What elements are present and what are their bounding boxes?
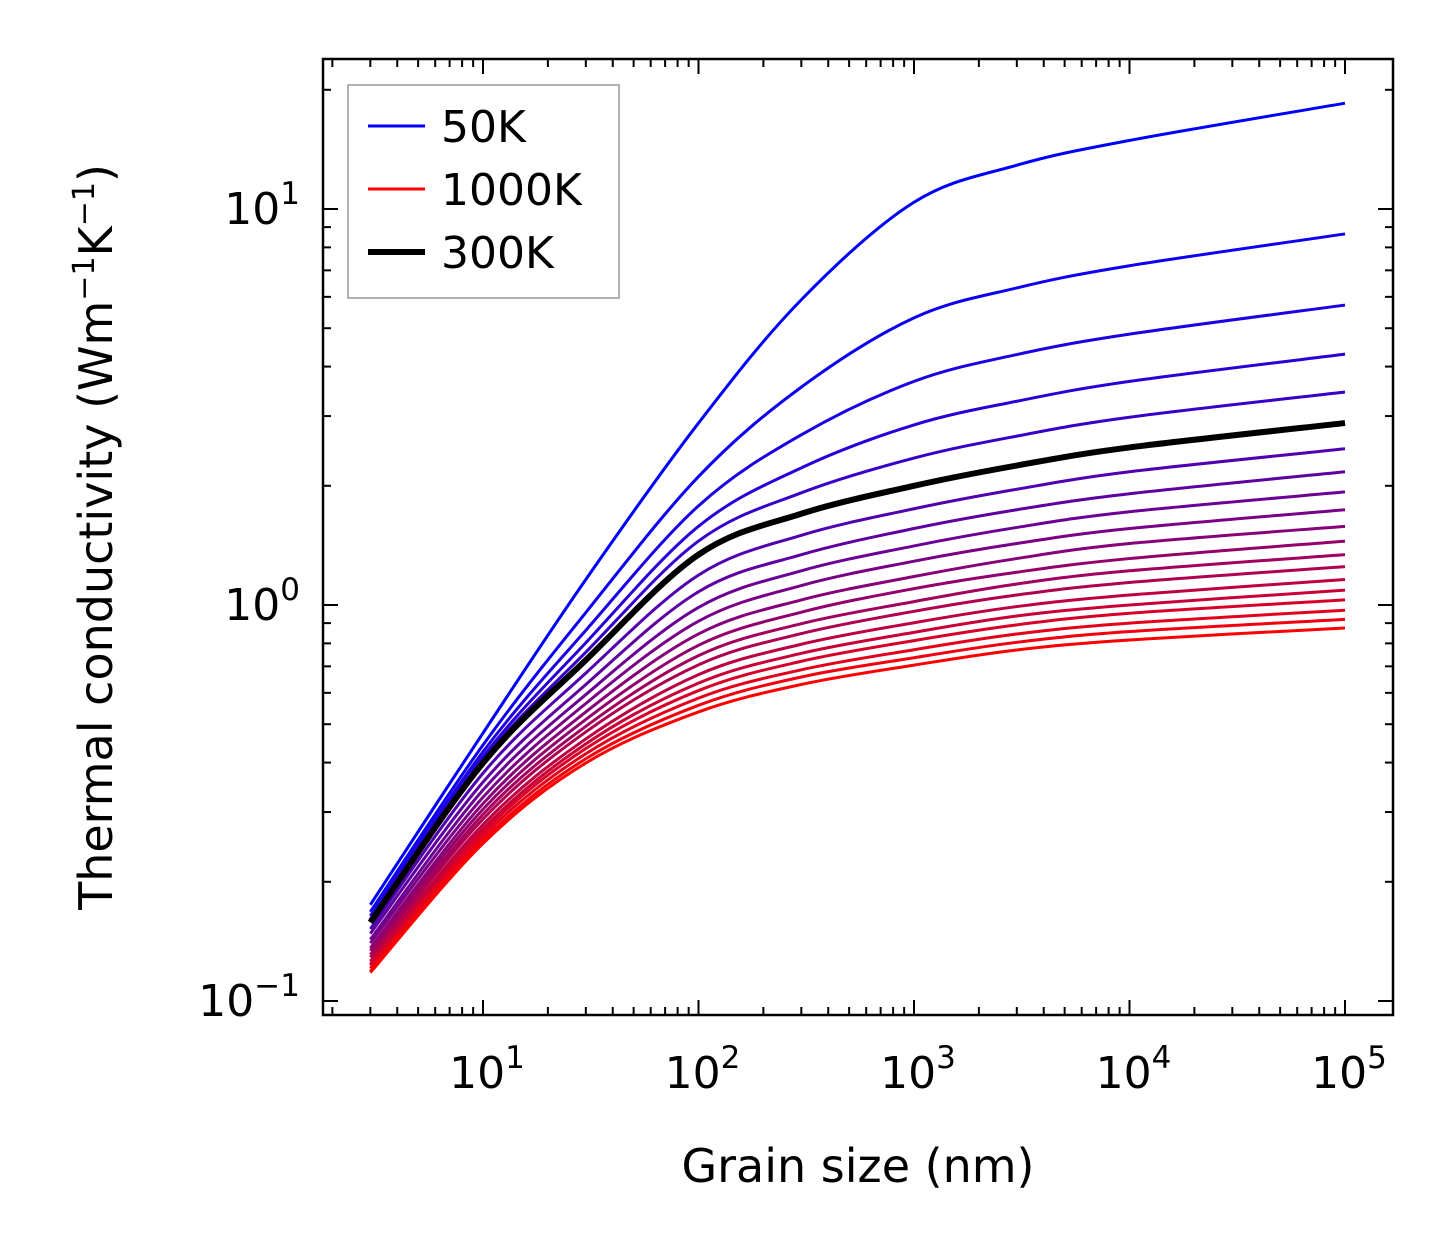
series-line-350K — [369, 447, 1346, 930]
series-line-100K — [369, 232, 1346, 913]
highlight-line-300K — [367, 420, 1346, 925]
legend-label: 1000K — [441, 165, 583, 216]
series-line-900K — [369, 608, 1346, 970]
x-axis-title: Grain size (nm) — [682, 1139, 1035, 1193]
series-line-700K — [369, 565, 1346, 959]
series-line-1000K — [369, 626, 1346, 974]
series-line-550K — [369, 524, 1346, 950]
series-line-400K — [369, 470, 1346, 935]
series-line-950K — [369, 617, 1346, 973]
series-line-250K — [369, 390, 1346, 922]
series-line-800K — [369, 588, 1346, 965]
x-tick-label: 102 — [665, 1040, 741, 1099]
series-layer — [367, 101, 1346, 974]
tick-layer — [323, 59, 1393, 1015]
series-line-750K — [369, 577, 1346, 963]
series-line-600K — [369, 539, 1346, 952]
legend-box — [347, 84, 620, 299]
legend-label: 50K — [441, 102, 527, 153]
series-line-200K — [369, 352, 1346, 920]
series-line-450K — [369, 490, 1346, 941]
series-line-500K — [369, 508, 1346, 945]
series-line-50K — [369, 101, 1346, 906]
legend: 50K 1000K 300K — [347, 84, 620, 299]
x-tick-label: 101 — [449, 1040, 525, 1099]
x-tick-label: 103 — [880, 1040, 956, 1099]
x-tick-label: 105 — [1311, 1040, 1387, 1099]
y-tick-label: 100 — [224, 572, 300, 631]
x-tick-label: 104 — [1096, 1040, 1172, 1099]
series-line-850K — [369, 598, 1346, 967]
plot-frame — [321, 57, 1395, 1017]
y-axis-title: Thermal conductivity (Wm−1K−1) — [67, 164, 123, 911]
series-line-650K — [369, 553, 1346, 956]
series-line-150K — [369, 303, 1346, 917]
legend-label: 300K — [441, 228, 555, 279]
y-tick-label: 101 — [224, 176, 300, 235]
tick-labels: 101 102 103 104 105 10−1 100 101 — [198, 176, 1387, 1099]
y-tick-label: 10−1 — [198, 968, 300, 1027]
